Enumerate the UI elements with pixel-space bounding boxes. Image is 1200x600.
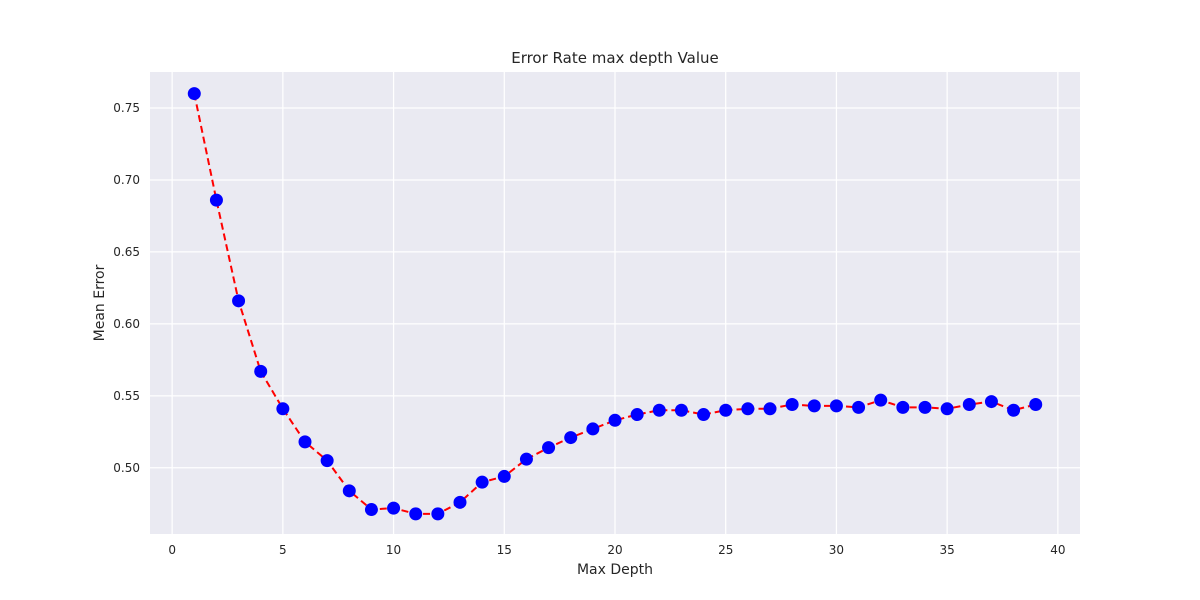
data-point (940, 402, 954, 416)
y-tick-label: 0.75 (113, 101, 140, 115)
y-tick-label: 0.50 (113, 461, 140, 475)
x-tick-label: 35 (940, 543, 955, 557)
data-point (1007, 403, 1021, 417)
x-tick-label: 15 (497, 543, 512, 557)
data-point (320, 454, 334, 468)
data-point (962, 397, 976, 411)
data-point (298, 435, 312, 449)
data-point (475, 475, 489, 489)
data-point (741, 402, 755, 416)
data-point (918, 400, 932, 414)
y-axis-title: Mean Error (92, 264, 108, 341)
data-point (232, 294, 246, 308)
data-point (874, 393, 888, 407)
y-tick-label: 0.65 (113, 245, 140, 259)
series-line (193, 93, 1036, 515)
data-point (187, 87, 201, 101)
y-tick-label: 0.55 (113, 389, 140, 403)
data-point (586, 422, 600, 436)
y-axis-ticks: 0.50 0.55 0.60 0.65 0.70 0.75 (113, 101, 140, 475)
x-tick-label: 20 (607, 543, 622, 557)
data-points (187, 87, 1043, 521)
data-point (896, 400, 910, 414)
data-point (807, 399, 821, 413)
data-point (409, 507, 423, 521)
data-point (519, 452, 533, 466)
x-tick-label: 10 (386, 543, 401, 557)
data-point (608, 413, 622, 427)
data-point (852, 400, 866, 414)
data-point (431, 507, 445, 521)
data-point (763, 402, 777, 416)
data-point (719, 403, 733, 417)
data-point (630, 408, 644, 422)
x-tick-label: 40 (1050, 543, 1065, 557)
x-tick-label: 30 (829, 543, 844, 557)
data-point (254, 364, 268, 378)
grid (150, 72, 1080, 534)
y-tick-label: 0.60 (113, 317, 140, 331)
data-point (342, 484, 356, 498)
data-point (276, 402, 290, 416)
data-point (674, 403, 688, 417)
data-point (364, 503, 378, 517)
x-axis-ticks: 0 5 10 15 20 25 30 35 40 (168, 543, 1065, 557)
data-point (984, 395, 998, 409)
data-point (785, 397, 799, 411)
data-point (652, 403, 666, 417)
data-point (1029, 397, 1043, 411)
x-tick-label: 0 (168, 543, 176, 557)
x-axis-title: Max Depth (577, 562, 653, 578)
data-point (387, 501, 401, 515)
y-tick-label: 0.70 (113, 173, 140, 187)
data-point (209, 193, 223, 207)
data-point (697, 408, 711, 422)
x-tick-label: 25 (718, 543, 733, 557)
chart-title: Error Rate max depth Value (511, 49, 719, 67)
data-point (829, 399, 843, 413)
data-point (497, 469, 511, 483)
data-point (453, 495, 467, 509)
data-point (564, 431, 578, 445)
x-tick-label: 5 (279, 543, 287, 557)
data-point (542, 441, 556, 455)
